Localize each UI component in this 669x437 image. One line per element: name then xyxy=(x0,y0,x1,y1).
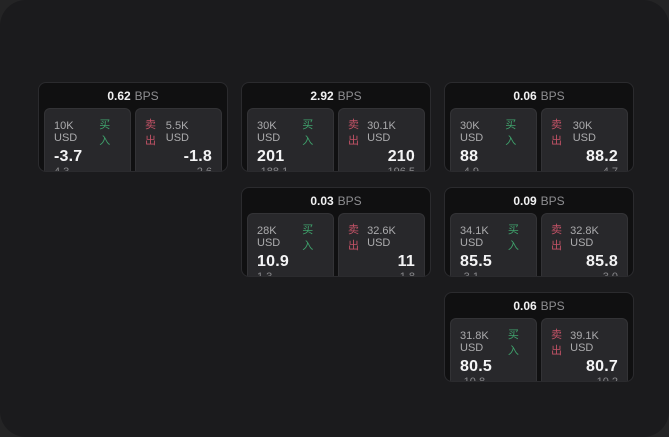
sell-tile[interactable]: 卖出 30.1K USD 210 196.5 xyxy=(338,108,425,172)
bps-header: 0.62 BPS xyxy=(39,83,227,108)
buy-change: 4.3 xyxy=(54,166,70,172)
bps-header: 0.09 BPS xyxy=(445,188,633,213)
quote-card: 0.06 BPS 30K USD 买入 88 -4.9 卖出 30K USD 8… xyxy=(444,82,634,172)
buy-tile[interactable]: 34.1K USD 买入 85.5 -3.1 xyxy=(450,213,537,277)
quote-card-body: 31.8K USD 买入 80.5 -10.8 卖出 39.1K USD 80.… xyxy=(445,318,633,382)
sell-size-label: 30.1K USD xyxy=(367,120,396,144)
buy-label: 买入 xyxy=(507,329,519,357)
sell-tile[interactable]: 卖出 30K USD 88.2 4.7 xyxy=(541,108,628,172)
quote-card-body: 30K USD 买入 88 -4.9 卖出 30K USD 88.2 4.7 xyxy=(445,108,633,172)
sell-change: 4.7 xyxy=(602,166,618,172)
sell-size-label: 32.6K USD xyxy=(367,225,396,249)
buy-price: 10.9 xyxy=(257,253,289,270)
bps-value: 0.09 xyxy=(513,193,537,208)
buy-change: -4.9 xyxy=(460,166,479,172)
buy-size-label: 28K USD xyxy=(257,225,281,249)
sell-price: 11 xyxy=(397,253,415,270)
sell-change: 10.2 xyxy=(596,376,618,382)
buy-label: 买入 xyxy=(302,119,314,147)
sell-change: -1.8 xyxy=(396,271,415,277)
buy-tile[interactable]: 30K USD 买入 88 -4.9 xyxy=(450,108,537,172)
sell-change: 3.0 xyxy=(602,271,618,277)
sell-label: 卖出 xyxy=(348,224,359,252)
buy-size-label: 30K USD xyxy=(460,120,484,144)
buy-label: 买入 xyxy=(99,119,111,147)
sell-price: 210 xyxy=(387,148,415,165)
bps-header: 0.06 BPS xyxy=(445,83,633,108)
buy-label: 买入 xyxy=(302,224,314,252)
sell-label: 卖出 xyxy=(551,224,562,252)
quote-card: 0.06 BPS 31.8K USD 买入 80.5 -10.8 卖出 39.1… xyxy=(444,292,634,382)
buy-change: -10.8 xyxy=(460,376,486,382)
sell-change: -2.6 xyxy=(193,166,212,172)
buy-change: -3.1 xyxy=(460,271,479,277)
quote-card: 0.62 BPS 10K USD 买入 -3.7 4.3 卖出 5.5K USD… xyxy=(38,82,228,172)
quote-card-body: 10K USD 买入 -3.7 4.3 卖出 5.5K USD -1.8 -2.… xyxy=(39,108,227,172)
buy-tile[interactable]: 28K USD 买入 10.9 1.3 xyxy=(247,213,334,277)
sell-label: 卖出 xyxy=(551,329,562,357)
bps-label: BPS xyxy=(337,88,362,103)
bps-value: 0.62 xyxy=(107,88,131,103)
quote-card: 0.03 BPS 28K USD 买入 10.9 1.3 卖出 32.6K US… xyxy=(241,187,431,277)
bps-value: 2.92 xyxy=(310,88,334,103)
sell-price: -1.8 xyxy=(183,148,212,165)
quote-card-body: 34.1K USD 买入 85.5 -3.1 卖出 32.8K USD 85.8… xyxy=(445,213,633,277)
buy-price: 201 xyxy=(257,148,285,165)
buy-price: 80.5 xyxy=(460,358,492,375)
sell-change: 196.5 xyxy=(387,166,415,172)
quote-card: 0.09 BPS 34.1K USD 买入 85.5 -3.1 卖出 32.8K… xyxy=(444,187,634,277)
bps-label: BPS xyxy=(540,193,565,208)
buy-price: -3.7 xyxy=(54,148,83,165)
buy-price: 88 xyxy=(460,148,479,165)
quote-card: 2.92 BPS 30K USD 买入 201 -188.1 卖出 30.1K … xyxy=(241,82,431,172)
sell-label: 卖出 xyxy=(551,119,562,147)
sell-size-label: 39.1K USD xyxy=(570,330,599,354)
sell-label: 卖出 xyxy=(145,119,156,147)
sell-size-label: 30K USD xyxy=(572,120,596,144)
buy-tile[interactable]: 31.8K USD 买入 80.5 -10.8 xyxy=(450,318,537,382)
sell-tile[interactable]: 卖出 32.6K USD 11 -1.8 xyxy=(338,213,425,277)
bps-label: BPS xyxy=(540,298,565,313)
bps-header: 0.06 BPS xyxy=(445,293,633,318)
buy-size-label: 31.8K USD xyxy=(460,330,489,354)
buy-price: 85.5 xyxy=(460,253,492,270)
buy-size-label: 30K USD xyxy=(257,120,281,144)
buy-label: 买入 xyxy=(505,119,517,147)
sell-size-label: 5.5K USD xyxy=(165,120,190,144)
bps-label: BPS xyxy=(134,88,159,103)
bps-header: 2.92 BPS xyxy=(242,83,430,108)
sell-tile[interactable]: 卖出 39.1K USD 80.7 10.2 xyxy=(541,318,628,382)
buy-change: -188.1 xyxy=(257,166,289,172)
quote-card-body: 30K USD 买入 201 -188.1 卖出 30.1K USD 210 1… xyxy=(242,108,430,172)
bps-label: BPS xyxy=(540,88,565,103)
quote-card-grid: 0.62 BPS 10K USD 买入 -3.7 4.3 卖出 5.5K USD… xyxy=(38,82,634,382)
sell-tile[interactable]: 卖出 32.8K USD 85.8 3.0 xyxy=(541,213,628,277)
buy-tile[interactable]: 10K USD 买入 -3.7 4.3 xyxy=(44,108,131,172)
quote-card-body: 28K USD 买入 10.9 1.3 卖出 32.6K USD 11 -1.8 xyxy=(242,213,430,277)
buy-tile[interactable]: 30K USD 买入 201 -188.1 xyxy=(247,108,334,172)
buy-label: 买入 xyxy=(507,224,519,252)
sell-price: 80.7 xyxy=(586,358,618,375)
sell-label: 卖出 xyxy=(348,119,359,147)
sell-price: 88.2 xyxy=(586,148,618,165)
bps-header: 0.03 BPS xyxy=(242,188,430,213)
sell-price: 85.8 xyxy=(586,253,618,270)
sell-tile[interactable]: 卖出 5.5K USD -1.8 -2.6 xyxy=(135,108,222,172)
buy-size-label: 34.1K USD xyxy=(460,225,489,249)
bps-label: BPS xyxy=(337,193,362,208)
sell-size-label: 32.8K USD xyxy=(570,225,599,249)
buy-size-label: 10K USD xyxy=(54,120,78,144)
bps-value: 0.06 xyxy=(513,298,537,313)
bps-value: 0.06 xyxy=(513,88,537,103)
bps-value: 0.03 xyxy=(310,193,334,208)
buy-change: 1.3 xyxy=(257,271,273,277)
